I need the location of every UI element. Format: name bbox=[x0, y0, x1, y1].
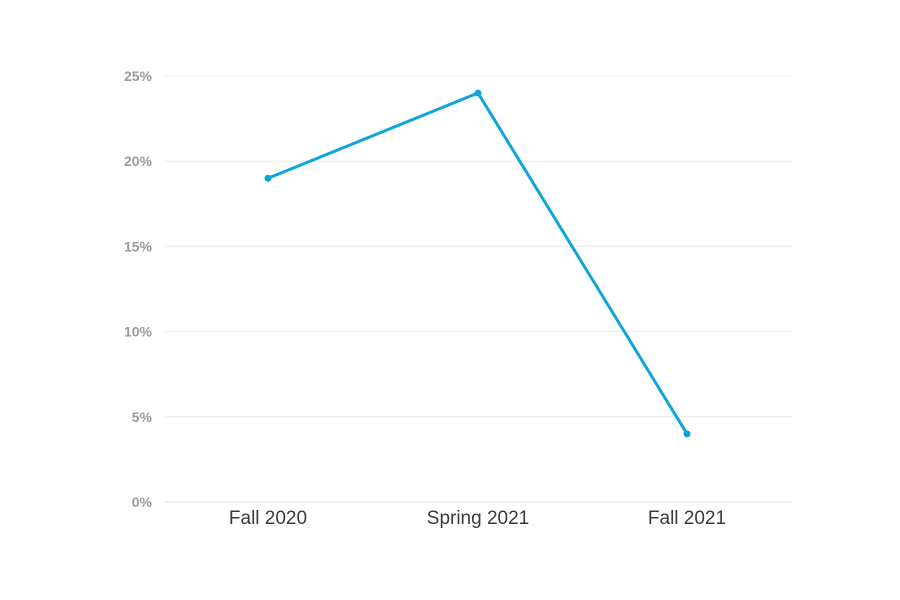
x-axis-tick-labels: Fall 2020 Spring 2021 Fall 2021 bbox=[229, 508, 726, 529]
x-tick-label: Fall 2021 bbox=[648, 508, 726, 529]
x-tick-label: Spring 2021 bbox=[427, 508, 529, 529]
data-point bbox=[264, 174, 272, 182]
y-tick-label: 20% bbox=[124, 153, 153, 169]
series-line bbox=[266, 91, 689, 436]
y-axis-tick-labels: 0% 5% 10% 15% 20% 25% bbox=[124, 68, 153, 510]
y-tick-label: 5% bbox=[132, 409, 153, 425]
series-layer bbox=[264, 89, 691, 438]
data-point bbox=[474, 89, 482, 97]
y-tick-label: 25% bbox=[124, 68, 153, 84]
y-tick-label: 0% bbox=[132, 494, 153, 510]
data-point bbox=[683, 430, 691, 438]
gridlines bbox=[165, 75, 792, 503]
y-tick-label: 10% bbox=[124, 324, 153, 340]
y-tick-label: 15% bbox=[124, 238, 153, 254]
x-tick-label: Fall 2020 bbox=[229, 508, 307, 529]
